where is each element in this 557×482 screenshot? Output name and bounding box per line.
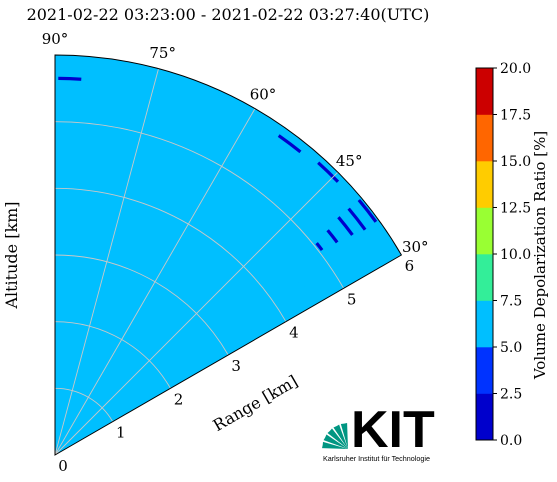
angle-gridline-45 — [54, 171, 339, 456]
angle-tick-label: 75° — [149, 44, 176, 62]
colorbar-tick-label: 5.0 — [500, 340, 522, 356]
feature-8 — [315, 242, 324, 252]
colorbar-segment — [476, 254, 493, 301]
colorbar-label: Volume Depolarization Ratio [%] — [531, 131, 549, 380]
angle-gridline-60 — [54, 108, 256, 456]
colorbar-segment — [476, 68, 493, 115]
feature-10 — [263, 312, 269, 318]
feature-6 — [337, 216, 354, 236]
colorbar-segment — [476, 300, 493, 348]
feature-9 — [297, 279, 306, 289]
range-tick-label: 0 — [58, 457, 68, 475]
altitude-axis-label: Altitude [km] — [2, 201, 21, 309]
kit-logo-ray — [327, 428, 348, 449]
range-axis-label: Range [km] — [210, 371, 301, 435]
kit-logo-ray — [323, 434, 348, 449]
angle-tick-label: 90° — [42, 30, 69, 48]
colorbar-segment — [476, 347, 493, 394]
kit-logo-ray — [322, 441, 348, 449]
kit-logo-text: KIT — [351, 401, 435, 459]
feature-1 — [129, 114, 137, 120]
feature-2 — [277, 134, 302, 154]
chart-title: 2021-02-22 03:23:00 - 2021-02-22 03:27:4… — [27, 5, 430, 24]
range-tick-label: 5 — [347, 290, 357, 308]
feature-12 — [218, 353, 223, 357]
colorbar-tick-label: 12.5 — [500, 201, 531, 217]
feature-5 — [347, 207, 367, 231]
colorbar-segment — [476, 207, 493, 255]
feature-7 — [326, 229, 339, 244]
colorbar-tick-label: 17.5 — [500, 108, 531, 124]
colorbar-segment — [476, 161, 493, 208]
feature-0 — [58, 76, 82, 81]
colorbar-tick-label: 7.5 — [500, 294, 522, 310]
colorbar-tick-label: 15.0 — [500, 154, 531, 170]
angle-tick-label: 60° — [250, 86, 277, 104]
colorbar: 0.0 2.5 5.0 7.5 10.0 12.5 15.0 17.5 20.0 — [475, 61, 531, 449]
range-tick-label: 6 — [405, 257, 415, 275]
kit-logo-subtitle: Karlsruher Institut für Technologie — [323, 454, 430, 463]
feature-3 — [317, 161, 340, 183]
feature-11 — [250, 328, 255, 333]
angle-gridline-75 — [54, 68, 159, 456]
sector-outline — [54, 54, 403, 456]
kit-logo: KIT Karlsruher Institut für Technologie — [322, 401, 435, 463]
colorbar-tick-label: 10.0 — [500, 247, 531, 263]
kit-logo-ray — [340, 423, 348, 449]
colorbar-segment — [476, 393, 493, 441]
range-tick-label: 1 — [116, 424, 126, 442]
feature-4 — [357, 198, 378, 223]
colorbar-segment — [476, 114, 493, 162]
range-tick-label: 4 — [289, 324, 299, 342]
colorbar-tick-label: 20.0 — [500, 61, 531, 77]
colorbar-tick-label: 2.5 — [500, 387, 522, 403]
angle-tick-label: 30° — [402, 238, 429, 256]
angle-tick-label: 45° — [336, 152, 363, 170]
kit-logo-rays-icon — [322, 423, 348, 449]
kit-logo-ray — [333, 424, 348, 449]
sector-background — [55, 55, 402, 455]
range-tick-label: 2 — [174, 390, 184, 408]
colorbar-tick-label: 0.0 — [500, 433, 522, 449]
polar-plot: 0 1 2 3 4 5 6 90° 75° 60° 45° 30° — [42, 30, 429, 475]
range-tick-label: 3 — [231, 357, 241, 375]
